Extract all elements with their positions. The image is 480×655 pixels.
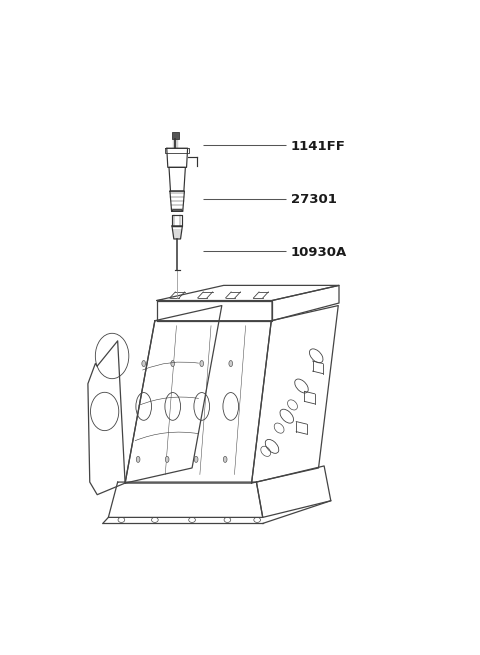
Ellipse shape — [229, 360, 233, 367]
Ellipse shape — [136, 457, 140, 462]
Ellipse shape — [223, 457, 227, 462]
Bar — [172, 132, 179, 139]
Text: 1141FF: 1141FF — [290, 140, 346, 153]
Ellipse shape — [171, 360, 175, 367]
Text: 10930A: 10930A — [290, 246, 347, 259]
Ellipse shape — [165, 457, 169, 462]
Ellipse shape — [142, 360, 145, 367]
Ellipse shape — [194, 457, 198, 462]
Text: 27301: 27301 — [290, 193, 336, 206]
Ellipse shape — [200, 360, 204, 367]
